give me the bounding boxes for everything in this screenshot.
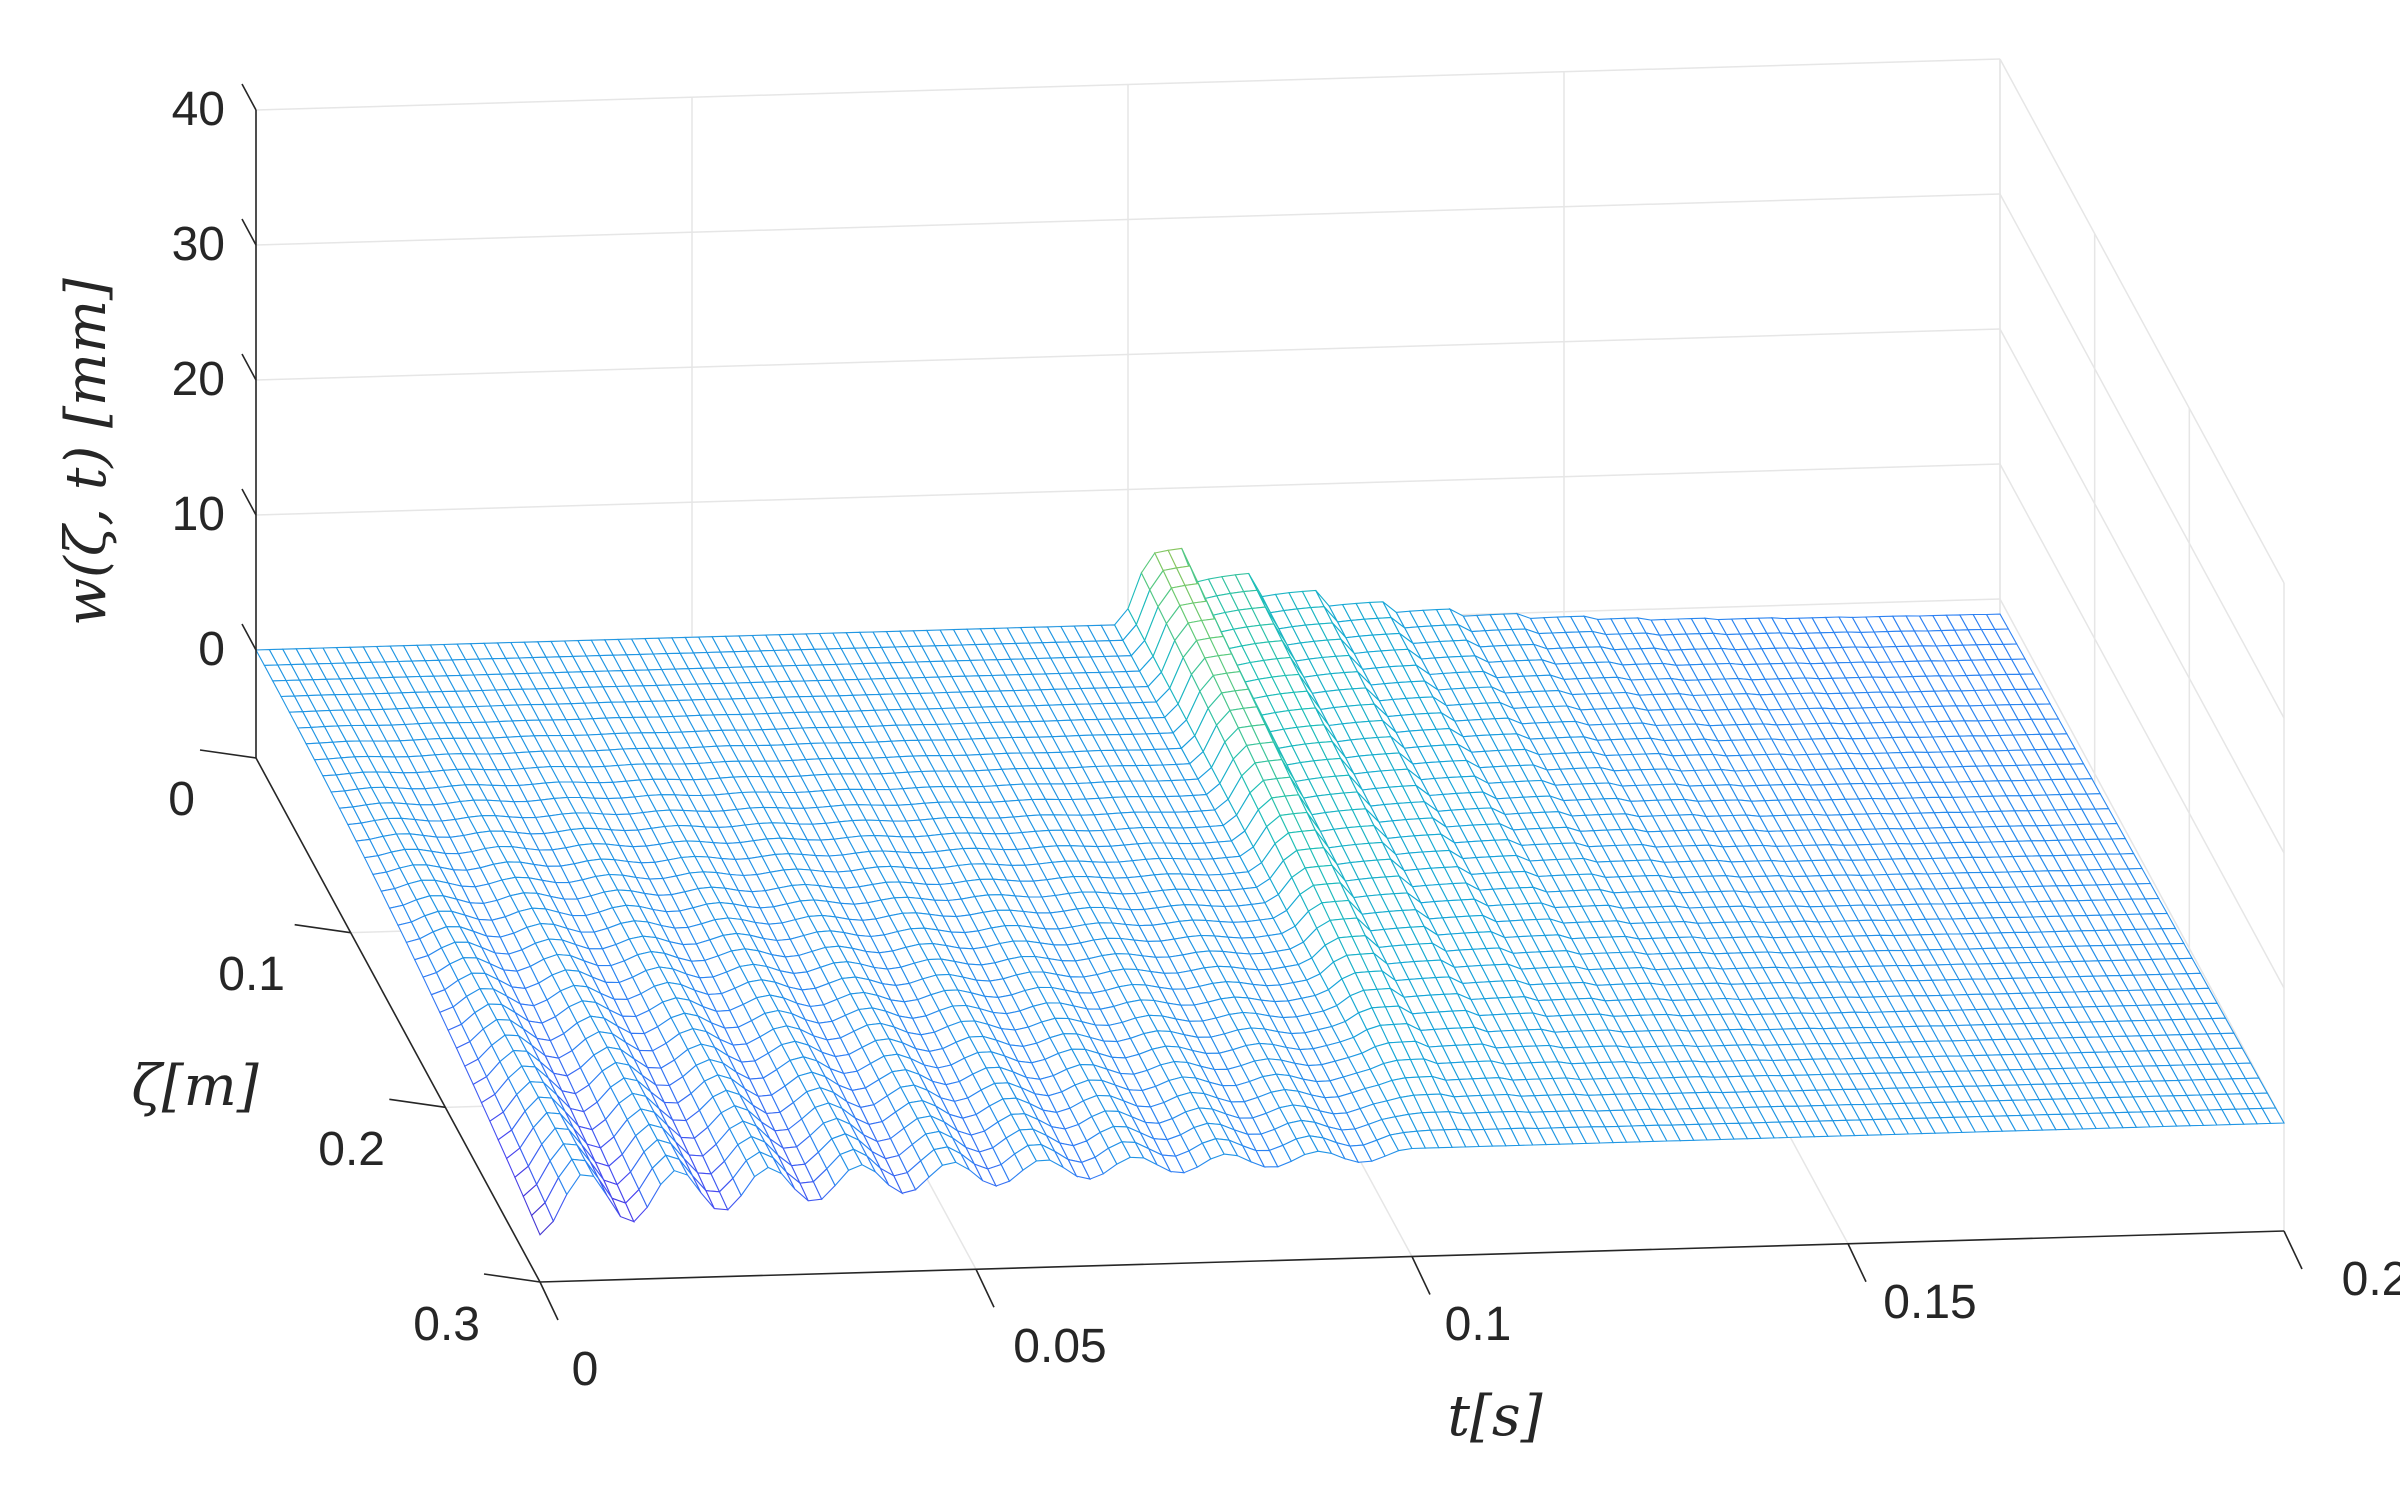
z-tick-label-0: 0	[198, 623, 225, 676]
x-axis-label: t[s]	[1448, 1384, 1543, 1449]
z-axis-label: w(ζ, t) [mm]	[54, 278, 119, 626]
t-tick-mark	[2283, 1230, 2303, 1270]
grid-line-back-z-3	[255, 193, 2001, 246]
t-tick-mark	[1411, 1256, 1431, 1295]
y-tick-label-0.3: 0.3	[413, 1298, 480, 1351]
z-tick-label-40: 40	[172, 83, 225, 136]
grid-line-back-z-1	[255, 463, 2001, 516]
z-tick-mark	[241, 488, 257, 516]
z-tick-mark	[241, 623, 257, 651]
z-tick-label-10: 10	[172, 488, 225, 541]
y-tick-label-0: 0	[168, 773, 195, 826]
x-tick-label-0.15: 0.15	[1883, 1276, 1976, 1329]
zeta-tick-mark	[199, 749, 257, 759]
t-tick-mark	[539, 1281, 559, 1321]
t-tick-mark	[975, 1268, 995, 1308]
surface-mesh	[255, 547, 2285, 1236]
grid-line-side-z-3	[1999, 193, 2285, 719]
x-tick-label-0.05: 0.05	[1013, 1320, 1106, 1373]
y-tick-label-0.1: 0.1	[218, 948, 285, 1001]
zeta-tick-mark	[483, 1273, 541, 1283]
zeta-tick-mark	[389, 1098, 446, 1109]
z-tick-mark	[241, 353, 257, 381]
z-tick-label-20: 20	[172, 353, 225, 406]
x-tick-label-0.2: 0.2	[2342, 1253, 2400, 1306]
y-axis-label: ζ[m]	[131, 1054, 258, 1119]
grid-line-side-z-0	[1999, 598, 2285, 1124]
grid-line-side-z-1	[1999, 463, 2285, 989]
x-tick-label-0.1: 0.1	[1445, 1298, 1512, 1351]
x-tick-label-0: 0	[572, 1343, 599, 1396]
z-tick-label-30: 30	[172, 218, 225, 271]
grid-line-back-z-4	[255, 58, 2001, 111]
z-tick-mark	[241, 83, 257, 111]
grid-line-side-z-2	[1999, 328, 2285, 854]
zeta-tick-mark	[294, 923, 351, 934]
grid-line-side-z-4	[1999, 58, 2285, 584]
grid-line-back-z-2	[255, 328, 2001, 381]
z-tick-mark	[241, 218, 257, 246]
y-tick-label-0.2: 0.2	[318, 1123, 385, 1176]
t-tick-mark	[1847, 1243, 1867, 1283]
